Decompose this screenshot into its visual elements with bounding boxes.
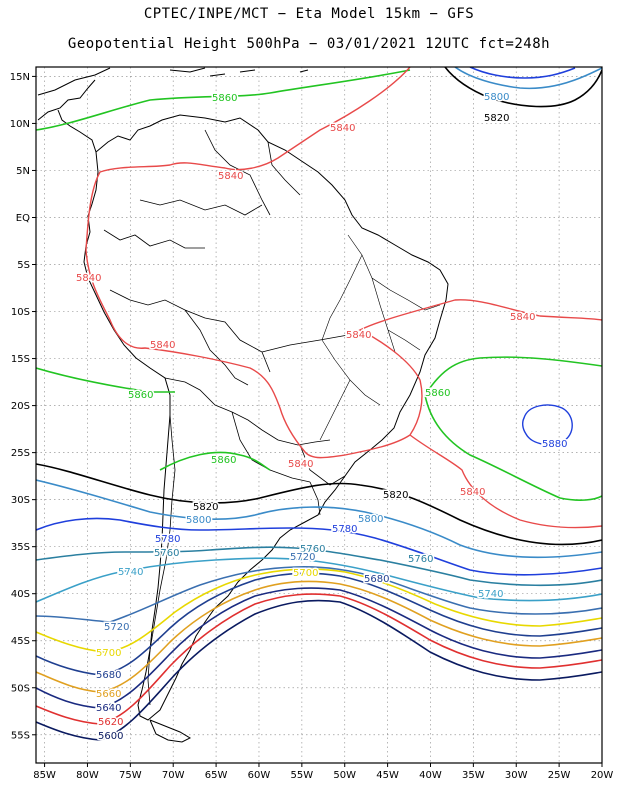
contour-label: 5600 — [98, 731, 123, 742]
country-borders — [103, 129, 349, 706]
y-tick-label: 5S — [17, 260, 30, 271]
contour-label: 5800 — [484, 92, 509, 103]
contour-label: 5800 — [358, 514, 383, 525]
contour-label: 5680 — [96, 670, 121, 681]
x-tick-label: 50W — [333, 770, 356, 781]
contour-5640-line — [36, 587, 602, 709]
title-line-1: CPTEC/INPE/MCT − Eta Model 15km − GFS — [143, 6, 475, 22]
contour-5680-line — [36, 572, 602, 676]
x-tick-label: 80W — [76, 770, 99, 781]
contour-label: 5720 — [290, 552, 315, 563]
caribbean-islands-outline — [169, 67, 309, 77]
contour-label: 5840 — [346, 330, 371, 341]
contour-5820-line — [36, 67, 602, 546]
contour-label: 5860 — [425, 388, 450, 399]
x-tick-label: 25W — [548, 770, 571, 781]
x-tick-label: 30W — [505, 770, 528, 781]
y-tick-label: EQ — [16, 213, 30, 224]
contour-label: 5840 — [510, 312, 535, 323]
contour-label: 5640 — [96, 703, 121, 714]
contour-5860-line — [36, 69, 602, 501]
contour-label: 5840 — [218, 171, 243, 182]
south-america-outline — [83, 114, 449, 721]
brazil-state-borders — [319, 234, 441, 441]
y-tick-label: 20S — [11, 401, 30, 412]
contour-label: 5700 — [96, 648, 121, 659]
contour-label: 5860 — [212, 93, 237, 104]
contour-label: 5680 — [364, 574, 389, 585]
contour-5880-line — [521, 404, 573, 446]
y-tick-label: 10N — [10, 119, 30, 130]
contour-5600-line — [36, 599, 602, 741]
x-tick-label: 40W — [419, 770, 442, 781]
contour-5740-line — [36, 557, 602, 603]
contour-5620-line — [36, 593, 602, 725]
contour-label: 5840 — [288, 459, 313, 470]
y-tick-label: 30S — [11, 495, 30, 506]
contour-label: 5660 — [96, 689, 121, 700]
contour-label: 5760 — [300, 544, 325, 555]
x-tick-label: 20W — [591, 770, 614, 781]
title-line-2: Geopotential Height 500hPa − 03/01/2021 … — [67, 36, 551, 52]
contour-label: 5740 — [118, 567, 143, 578]
y-tick-label: 10S — [11, 307, 30, 318]
y-tick-label: 55S — [11, 730, 30, 741]
height-contours — [36, 67, 602, 741]
tierra-del-fuego-outline — [149, 719, 192, 743]
contour-label: 5820 — [484, 113, 509, 124]
x-tick-label: 65W — [205, 770, 228, 781]
contour-label: 5740 — [478, 589, 503, 600]
contour-label: 5860 — [211, 455, 236, 466]
central-america-outline — [37, 67, 111, 153]
y-tick-label: 35S — [11, 542, 30, 553]
contour-5840-line — [85, 67, 602, 529]
contour-5780-line — [36, 67, 602, 576]
y-tick-label: 40S — [11, 589, 30, 600]
contour-label: 5860 — [128, 390, 153, 401]
y-tick-label: 15S — [11, 354, 30, 365]
x-tick-label: 85W — [33, 770, 56, 781]
contour-label: 5620 — [98, 717, 123, 728]
contour-labels: 5860 5840 5840 5800 5820 5840 5840 5840 … — [75, 91, 569, 744]
y-tick-label: 50S — [11, 683, 30, 694]
longitude-ticks: 85W 80W 75W 70W 65W 60W 55W 50W 45W 40W 35W 30W 25W 2… — [33, 763, 613, 781]
contour-5760-line — [36, 546, 602, 587]
contour-label: 5820 — [193, 502, 218, 513]
x-tick-label: 60W — [248, 770, 271, 781]
contour-5660-line — [36, 580, 602, 693]
contour-label: 5840 — [460, 487, 485, 498]
land-outlines — [37, 67, 449, 743]
contour-5700-line — [36, 568, 602, 653]
contour-label: 5840 — [150, 340, 175, 351]
x-tick-label: 70W — [162, 770, 185, 781]
contour-label: 5780 — [155, 534, 180, 545]
contour-5720-line — [36, 566, 602, 623]
latitude-ticks: 15N 10N 5N EQ 5S 10S 15S 20S 25S 30S 35S 40S 45S 50S 5… — [10, 72, 36, 741]
contour-label: 5780 — [332, 524, 357, 535]
contour-label: 5700 — [293, 568, 318, 579]
x-tick-label: 55W — [291, 770, 314, 781]
x-tick-label: 45W — [376, 770, 399, 781]
contour-label: 5880 — [542, 439, 567, 450]
contour-label: 5820 — [383, 490, 408, 501]
y-tick-label: 15N — [10, 72, 30, 83]
y-tick-label: 5N — [16, 166, 30, 177]
contour-label: 5840 — [330, 123, 355, 134]
x-tick-label: 35W — [462, 770, 485, 781]
contour-label: 5760 — [154, 548, 179, 559]
y-tick-label: 45S — [11, 636, 30, 647]
y-tick-label: 25S — [11, 448, 30, 459]
contour-label: 5800 — [186, 515, 211, 526]
contour-5800-line — [36, 67, 602, 559]
contour-label: 5760 — [408, 554, 433, 565]
contour-label: 5840 — [76, 273, 101, 284]
map-frame — [35, 66, 603, 764]
x-tick-label: 75W — [119, 770, 142, 781]
contour-label: 5720 — [104, 622, 129, 633]
